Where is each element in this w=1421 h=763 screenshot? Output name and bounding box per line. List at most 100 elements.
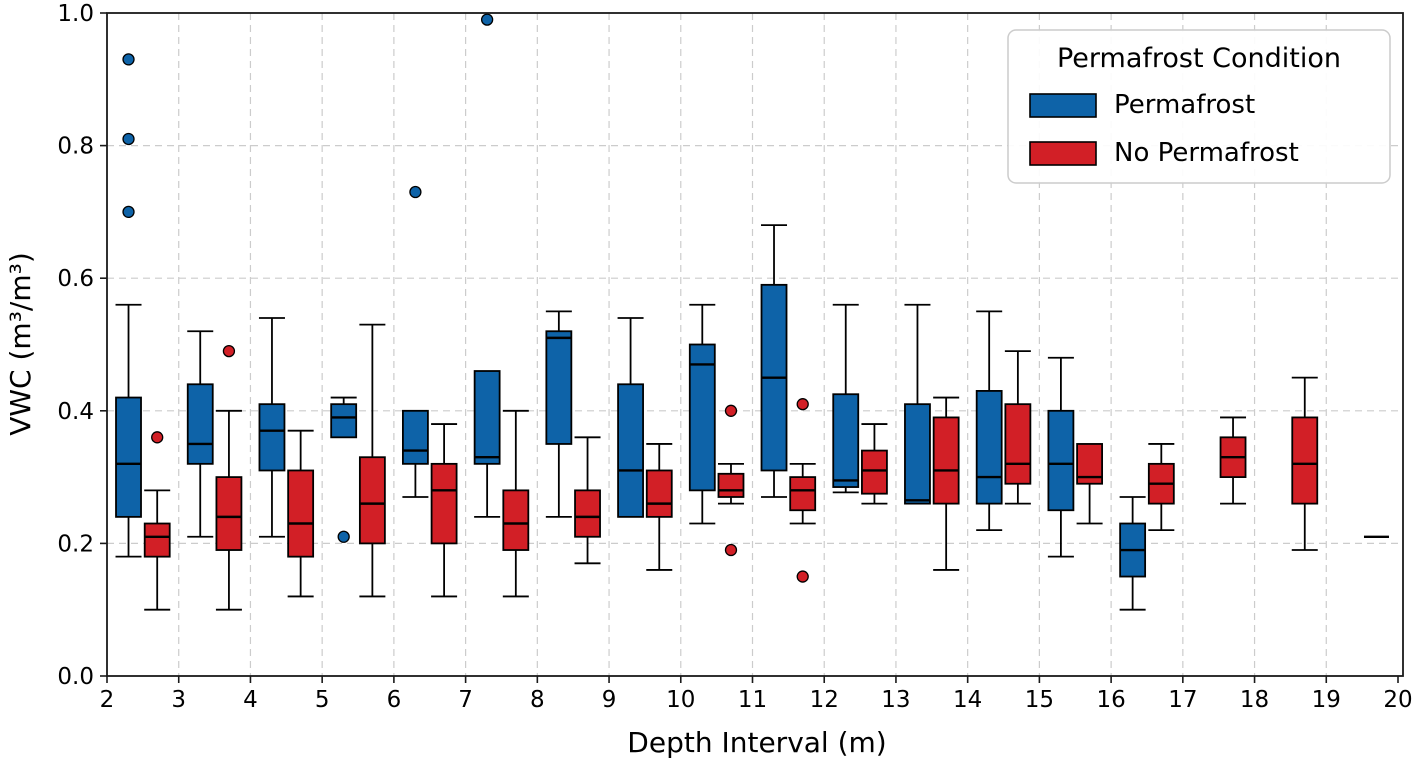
x-tick-label: 19 xyxy=(1312,687,1341,713)
box-no-permafrost-18 xyxy=(1291,376,1319,551)
box-rect xyxy=(1047,409,1075,512)
legend-frame xyxy=(1007,29,1391,184)
box-no-permafrost-10 xyxy=(717,404,745,557)
box-permafrost-16 xyxy=(1119,496,1147,611)
x-tick-label: 13 xyxy=(881,687,910,713)
box-rect xyxy=(1291,416,1319,505)
box-permafrost-4 xyxy=(258,317,286,538)
box-rect xyxy=(688,343,716,492)
x-tick-label: 18 xyxy=(1240,687,1269,713)
box-no-permafrost-2 xyxy=(143,431,171,611)
plot-frame xyxy=(106,12,1404,677)
box-no-permafrost-16 xyxy=(1147,443,1175,532)
box-rect xyxy=(186,383,214,465)
box-rect xyxy=(258,403,286,472)
box-rect xyxy=(115,396,142,518)
x-tick-label: 11 xyxy=(738,687,767,713)
box-no-permafrost-5 xyxy=(358,323,386,598)
x-tick-label: 7 xyxy=(458,687,473,713)
box-rect xyxy=(430,462,458,545)
y-axis-label: VWC (m³/m³) xyxy=(4,252,37,436)
box-rect xyxy=(932,416,960,505)
x-tick-label: 8 xyxy=(530,687,545,713)
x-tick-label: 9 xyxy=(602,687,617,713)
box-no-permafrost-17 xyxy=(1219,416,1247,505)
box-rect xyxy=(645,469,673,518)
x-tick-label: 20 xyxy=(1383,687,1412,713)
box-rect xyxy=(402,409,429,465)
x-tick-label: 16 xyxy=(1096,687,1125,713)
tick-layer: 2 3 4 5 6 7 8 9 10 11 12 13 14 15 16 17 18 19 20 0.0 0.2 0.4 0… xyxy=(57,1,1412,713)
outlier-point xyxy=(796,570,809,583)
x-tick-label: 6 xyxy=(387,687,402,713)
box-permafrost-13 xyxy=(904,303,931,505)
x-tick-label: 12 xyxy=(810,687,839,713)
x-tick-label: 10 xyxy=(666,687,695,713)
outlier-point xyxy=(222,344,236,358)
box-rect xyxy=(904,403,931,505)
box-no-permafrost-9 xyxy=(645,443,673,571)
box-rect xyxy=(717,472,745,498)
outlier-point xyxy=(151,431,164,444)
box-permafrost-3 xyxy=(186,330,214,538)
x-tick-label: 15 xyxy=(1025,687,1054,713)
box-permafrost-12 xyxy=(832,303,860,494)
box-rect xyxy=(215,476,243,551)
box-no-permafrost-6 xyxy=(430,423,458,598)
box-rect xyxy=(287,469,315,558)
box-no-permafrost-13 xyxy=(932,396,960,571)
box-permafrost-5 xyxy=(330,396,358,543)
outlier-point xyxy=(724,404,738,417)
box-no-permafrost-14 xyxy=(1004,350,1032,505)
box-no-permafrost-8 xyxy=(574,436,601,565)
box-permafrost-15 xyxy=(1047,356,1075,558)
legend: Permafrost Condition Permafrost No Perma… xyxy=(1007,29,1391,184)
box-rect xyxy=(1004,403,1032,485)
x-tick-label: 4 xyxy=(243,687,258,713)
box-permafrost-9 xyxy=(617,317,644,518)
y-tick-label: 1.0 xyxy=(57,1,94,27)
box-rect xyxy=(832,393,860,488)
y-tick-label: 0.6 xyxy=(57,266,94,292)
outlier-point xyxy=(122,53,135,66)
x-axis-label: Depth Interval (m) xyxy=(627,726,886,759)
box-no-permafrost-12 xyxy=(861,423,888,505)
x-tick-label: 2 xyxy=(100,687,115,713)
box-rect xyxy=(574,489,601,538)
box-permafrost-10 xyxy=(688,303,716,525)
box-no-permafrost-11 xyxy=(789,398,817,583)
outlier-point xyxy=(409,185,422,199)
outlier-point xyxy=(480,13,494,26)
box-rect xyxy=(789,476,817,512)
y-tick-label: 0.0 xyxy=(57,664,94,690)
box-rect xyxy=(143,522,171,558)
box-rect xyxy=(861,449,888,495)
box-rect xyxy=(617,383,644,518)
box-permafrost-14 xyxy=(975,310,1003,532)
box-no-permafrost-3 xyxy=(215,344,243,611)
box-no-permafrost-7 xyxy=(502,409,530,598)
x-tick-label: 17 xyxy=(1168,687,1197,713)
box-permafrost-11 xyxy=(760,224,788,498)
box-permafrost-7 xyxy=(473,13,501,518)
y-tick-label: 0.2 xyxy=(57,531,94,557)
box-rect xyxy=(545,330,573,445)
legend-label-no-permafrost: No Permafrost xyxy=(1114,138,1299,168)
box-no-permafrost-4 xyxy=(287,429,315,598)
box-rect xyxy=(975,390,1003,505)
y-tick-label: 0.4 xyxy=(57,399,94,425)
x-tick-label: 14 xyxy=(953,687,982,713)
box-permafrost-2 xyxy=(115,53,142,558)
legend-title: Permafrost Condition xyxy=(1057,43,1341,74)
outlier-point xyxy=(724,543,738,557)
x-tick-label: 5 xyxy=(315,687,330,713)
outlier-point xyxy=(122,132,135,146)
box-rect xyxy=(502,489,530,551)
box-rect xyxy=(358,456,386,545)
legend-swatch-no-permafrost xyxy=(1029,141,1097,166)
legend-label-permafrost: Permafrost xyxy=(1114,90,1255,120)
box-permafrost-8 xyxy=(545,310,573,518)
box-layer xyxy=(115,13,1389,611)
